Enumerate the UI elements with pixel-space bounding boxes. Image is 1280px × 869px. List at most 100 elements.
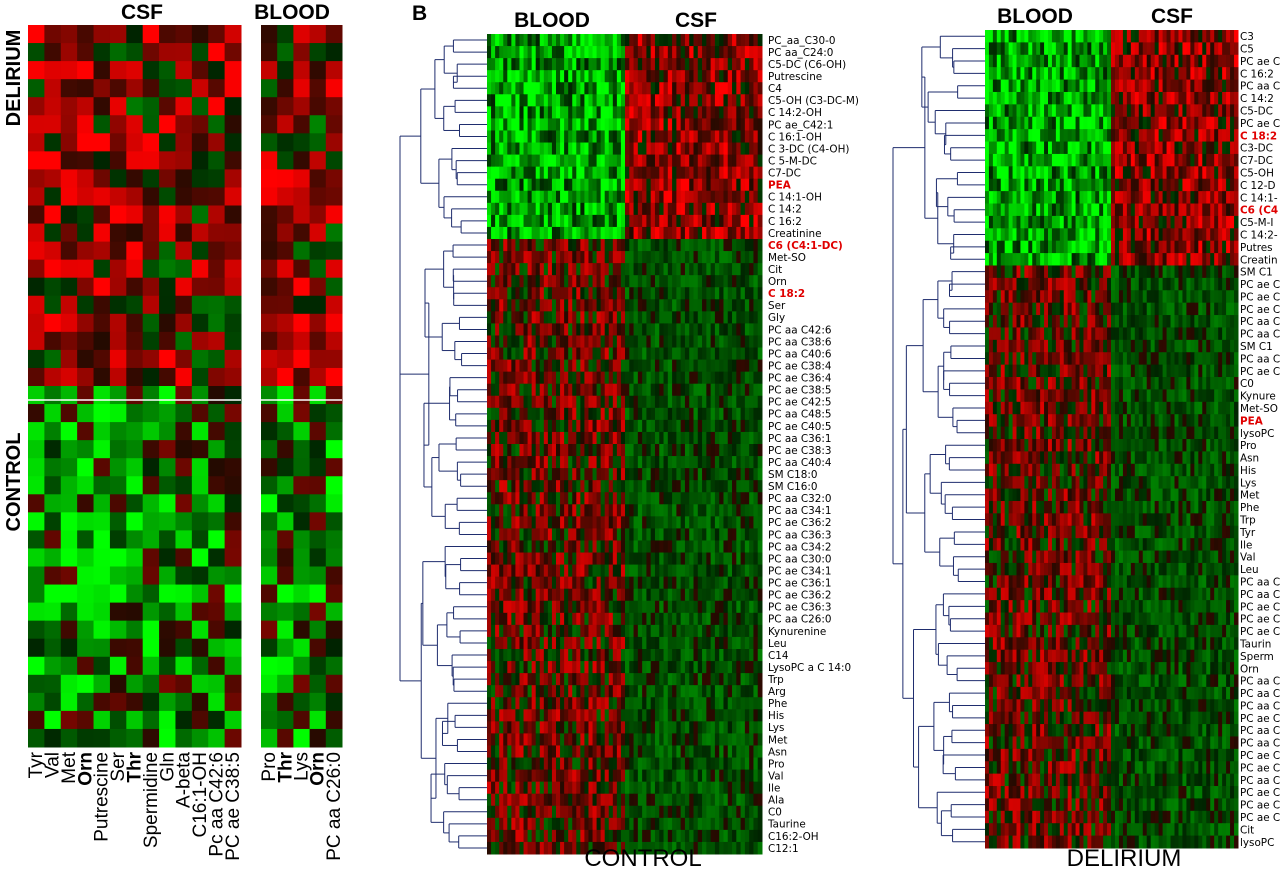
ctl-blood-cell [511,456,516,469]
ctl-blood-cell [531,359,537,373]
ctl-blood-cell [519,564,525,578]
ctl-csf-cell [706,106,712,119]
panel-a-blood-cell [293,187,311,206]
ctl-csf-cell [693,178,699,192]
ctl-blood-cell [519,540,525,554]
ctl-blood-cell [551,419,557,433]
ctl-blood-cell [572,347,577,361]
ctl-blood-cell [568,166,573,180]
ctl-csf-cell [714,371,720,385]
ctl-csf-cell [689,142,694,156]
ctl-csf-cell [697,166,703,180]
ctl-blood-cell [499,202,504,216]
ctl-csf-cell [646,311,652,324]
panel-a-blood-cell [261,349,278,369]
panel-a-csf-cell [28,710,45,730]
panel-a-column-label: Met [59,751,80,783]
panel-a-csf-cell [175,620,193,640]
ctl-csf-cell [740,636,746,650]
panel-a-csf-cell [142,386,160,405]
ctl-blood-cell [564,733,569,746]
panel-a-csf-cell [142,331,160,351]
ctl-blood-cell [487,190,492,204]
ctl-blood-cell [556,118,561,131]
ctl-csf-cell [744,407,750,421]
ctl-csf-cell [749,636,754,650]
ctl-blood-cell [584,757,589,771]
ctl-blood-cell [547,636,553,650]
panel-a-csf-cell [191,259,209,279]
ctl-csf-cell [684,166,690,180]
ctl-blood-cell [604,94,610,107]
ctl-blood-cell [523,600,529,614]
ctl-blood-cell [612,226,618,240]
ctl-csf-cell [706,335,712,349]
ctl-blood-cell [527,239,533,252]
ctl-blood-cell [487,239,492,252]
panel-a-csf-cell [175,530,193,549]
ctl-csf-cell [625,287,630,300]
ctl-csf-cell [749,287,754,300]
ctl-csf-cell [667,636,673,650]
ctl-blood-cell [539,335,545,349]
panel-a-blood-cell [325,566,343,586]
ctl-csf-cell [684,456,690,469]
ctl-blood-cell [539,817,545,831]
ctl-csf-cell [689,612,694,626]
ctl-csf-cell [659,82,665,95]
ctl-blood-cell [572,721,577,734]
ctl-blood-cell [600,311,606,324]
panel-a-blood-cell [277,313,294,333]
ctl-blood-cell [592,504,598,517]
ctl-csf-cell [723,214,729,228]
ctl-blood-cell [519,142,525,156]
ctl-blood-cell [560,383,565,397]
ctl-blood-cell [596,649,602,662]
ctl-blood-cell [527,34,533,47]
ctl-blood-cell [551,757,557,771]
ctl-csf-cell [714,46,720,59]
panel-a-blood-cell [309,674,327,694]
ctl-csf-cell [642,106,647,119]
ctl-csf-cell [732,347,737,361]
ctl-blood-cell [507,407,512,421]
ctl-csf-cell [719,480,724,493]
ctl-blood-cell [600,480,606,493]
ctl-csf-cell [710,588,716,602]
ctl-csf-cell [633,118,639,131]
ctl-csf-cell [659,624,665,638]
ctl-csf-cell [702,431,707,445]
ctl-csf-cell [642,251,647,264]
ctl-csf-cell [723,166,729,180]
ctl-blood-cell [535,480,541,493]
ctl-csf-cell [633,576,639,590]
panel-a-csf-cell [208,133,226,152]
ctl-blood-cell [596,757,602,771]
panel-a-blood-cell [277,151,294,170]
ctl-csf-cell [667,649,673,662]
panel-a-csf-cell [191,692,209,712]
ctl-blood-cell [487,516,492,529]
ctl-csf-cell [663,612,669,626]
ctl-csf-cell [714,299,720,312]
panel-a-csf-cell [93,313,111,333]
ctl-csf-cell [749,431,754,445]
panel-a-blood-cell [325,205,343,225]
ctl-blood-cell [592,673,598,686]
panel-a-csf-cell [208,25,226,44]
ctl-blood-cell [523,299,529,312]
ctl-csf-cell [702,588,707,602]
ctl-csf-cell [719,516,724,529]
ctl-csf-cell [646,106,652,119]
ctl-blood-cell [584,407,589,421]
ctl-csf-cell [697,142,703,156]
ctl-csf-cell [757,70,763,83]
ctl-csf-cell [667,371,673,385]
ctl-csf-cell [710,564,716,578]
panel-a-csf-cell [77,25,95,44]
panel-a-csf-cell [109,422,127,441]
ctl-blood-cell [564,419,569,433]
ctl-blood-cell [556,480,561,493]
ctl-csf-cell [650,142,656,156]
ctl-csf-cell [757,600,763,614]
